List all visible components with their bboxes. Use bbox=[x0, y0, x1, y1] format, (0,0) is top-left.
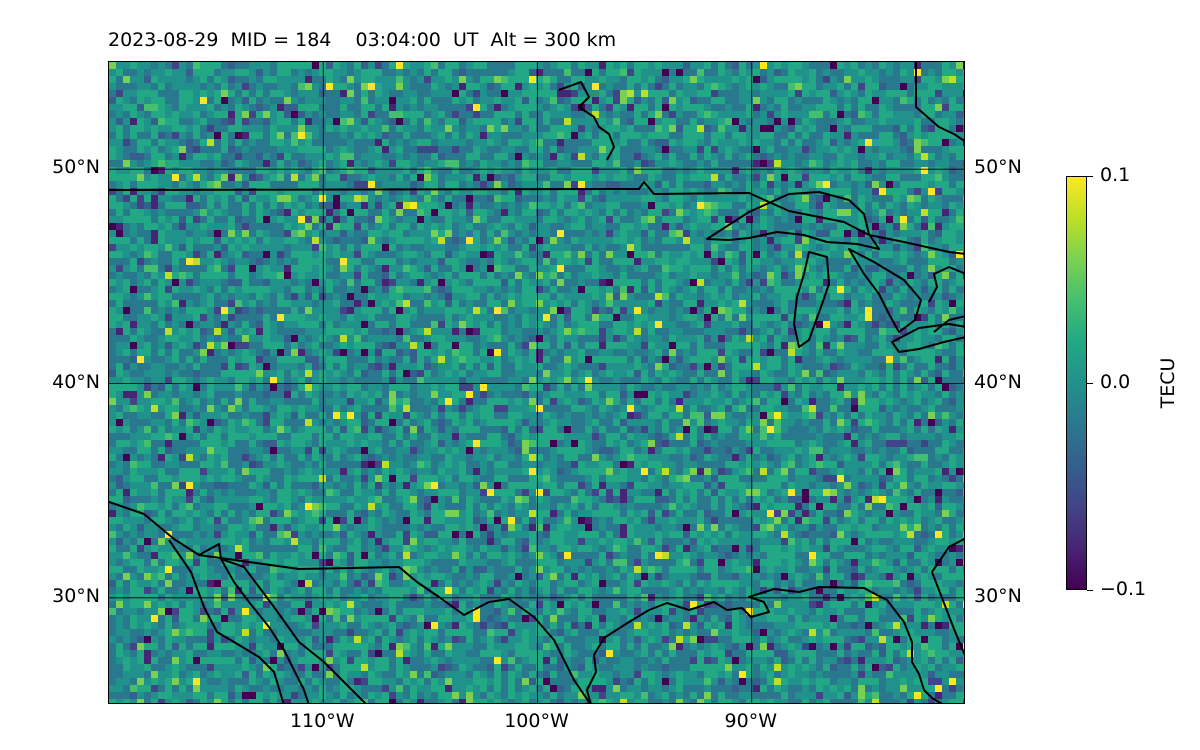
lon-label: 100°W bbox=[504, 710, 569, 732]
michigan-thumb bbox=[928, 266, 964, 303]
lon-label: 90°W bbox=[724, 710, 777, 732]
lat-label-left: 40°N bbox=[52, 370, 100, 393]
us-canada-border bbox=[109, 181, 964, 255]
lon-label: 110°W bbox=[289, 710, 355, 732]
lat-label-right: 40°N bbox=[974, 370, 1022, 393]
gulf-coast bbox=[586, 586, 943, 703]
lake-erie bbox=[891, 323, 964, 353]
gridlines bbox=[109, 62, 964, 703]
colorbar-tick-label: 0.1 bbox=[1100, 164, 1131, 186]
lake-superior bbox=[706, 191, 880, 250]
map-title: 2023-08-29 MID = 184 03:04:00 UT Alt = 3… bbox=[108, 29, 617, 51]
colorbar-label: TECU bbox=[1157, 357, 1179, 409]
hudson-bay-coast-east bbox=[915, 62, 964, 142]
hudson-bay-coast bbox=[558, 81, 615, 161]
tec-map bbox=[108, 61, 965, 704]
sonora-coast bbox=[220, 558, 367, 703]
lake-huron bbox=[848, 248, 922, 333]
florida-peninsula bbox=[931, 537, 964, 656]
lat-label-left: 50°N bbox=[52, 156, 100, 179]
colorbar-tick-label: 0.0 bbox=[1100, 371, 1131, 393]
lat-label-right: 50°N bbox=[974, 156, 1022, 179]
map-overlay bbox=[109, 62, 964, 703]
lake-ontario bbox=[933, 315, 964, 333]
lat-label-right: 30°N bbox=[974, 584, 1022, 607]
coastlines-borders bbox=[109, 62, 964, 703]
colorbar-tick bbox=[1087, 589, 1093, 591]
colorbar-tick bbox=[1087, 382, 1093, 384]
lat-label-left: 30°N bbox=[52, 584, 100, 607]
colorbar-tick-label: −0.1 bbox=[1100, 578, 1147, 600]
colorbar-tick bbox=[1087, 175, 1093, 177]
us-mexico-border bbox=[109, 501, 591, 703]
colorbar bbox=[1066, 176, 1087, 590]
baja-coast bbox=[198, 543, 310, 703]
lake-michigan bbox=[793, 251, 830, 348]
mexico-west-coast bbox=[168, 539, 285, 703]
